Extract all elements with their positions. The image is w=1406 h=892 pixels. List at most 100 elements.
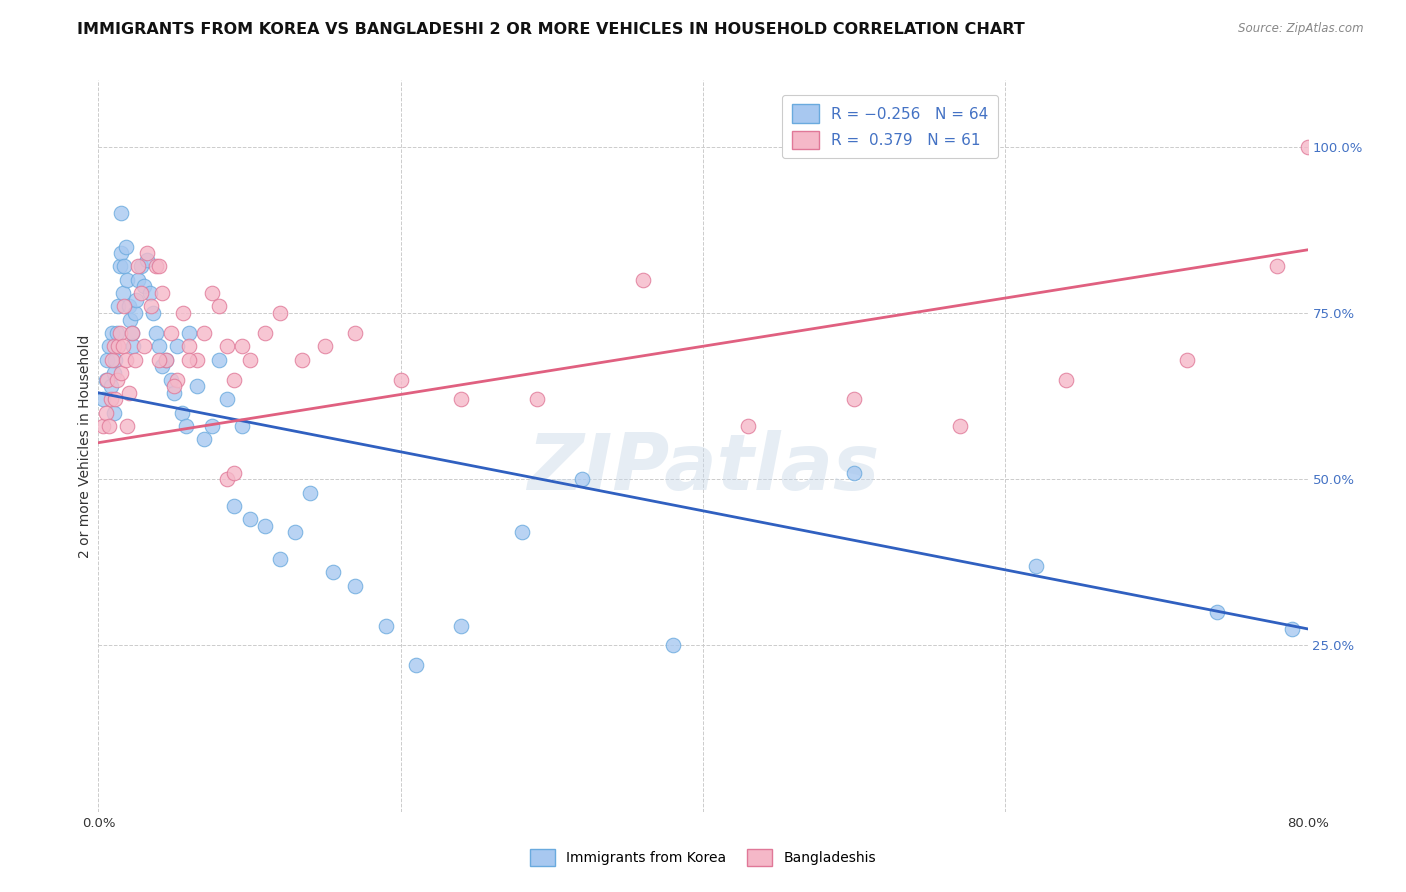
- Point: [174, 419, 197, 434]
- Point: [100, 379, 122, 393]
- Point: [179, 352, 201, 367]
- Point: [510, 525, 533, 540]
- Point: [112, 299, 135, 313]
- Point: [101, 326, 124, 340]
- Point: [118, 385, 141, 400]
- Point: [571, 472, 593, 486]
- Point: [179, 326, 201, 340]
- Point: [450, 392, 472, 407]
- Point: [215, 472, 238, 486]
- Point: [844, 466, 866, 480]
- Point: [121, 326, 143, 340]
- Point: [166, 339, 188, 353]
- Point: [224, 372, 246, 386]
- Point: [239, 352, 262, 367]
- Point: [160, 326, 183, 340]
- Point: [389, 372, 412, 386]
- Point: [844, 392, 866, 407]
- Text: Source: ZipAtlas.com: Source: ZipAtlas.com: [1239, 22, 1364, 36]
- Point: [224, 466, 246, 480]
- Point: [150, 359, 173, 374]
- Point: [120, 312, 142, 326]
- Point: [1175, 352, 1198, 367]
- Point: [291, 352, 314, 367]
- Point: [118, 299, 141, 313]
- Point: [208, 352, 231, 367]
- Point: [135, 252, 157, 267]
- Point: [142, 306, 165, 320]
- Point: [91, 392, 114, 407]
- Point: [98, 419, 121, 434]
- Point: [121, 326, 143, 340]
- Point: [145, 326, 167, 340]
- Point: [450, 618, 472, 632]
- Point: [269, 306, 291, 320]
- Point: [111, 339, 134, 353]
- Point: [661, 639, 683, 653]
- Point: [253, 518, 276, 533]
- Point: [1054, 372, 1077, 386]
- Point: [139, 286, 162, 301]
- Point: [108, 326, 131, 340]
- Point: [344, 579, 367, 593]
- Point: [107, 339, 129, 353]
- Point: [148, 352, 170, 367]
- Point: [108, 260, 131, 274]
- Point: [1206, 605, 1229, 619]
- Point: [231, 419, 253, 434]
- Point: [201, 286, 224, 301]
- Point: [314, 339, 336, 353]
- Point: [110, 246, 132, 260]
- Point: [132, 279, 155, 293]
- Point: [737, 419, 759, 434]
- Point: [405, 658, 427, 673]
- Point: [186, 379, 208, 393]
- Point: [201, 419, 224, 434]
- Point: [1281, 622, 1303, 636]
- Point: [132, 339, 155, 353]
- Point: [631, 273, 654, 287]
- Point: [224, 499, 246, 513]
- Point: [101, 352, 124, 367]
- Point: [299, 485, 322, 500]
- Point: [105, 326, 128, 340]
- Point: [344, 326, 367, 340]
- Point: [96, 352, 118, 367]
- Y-axis label: 2 or more Vehicles in Household: 2 or more Vehicles in Household: [79, 334, 93, 558]
- Point: [91, 419, 114, 434]
- Point: [163, 379, 186, 393]
- Point: [107, 299, 129, 313]
- Point: [526, 392, 548, 407]
- Point: [284, 525, 307, 540]
- Point: [170, 406, 193, 420]
- Point: [103, 406, 125, 420]
- Point: [127, 260, 149, 274]
- Legend: Immigrants from Korea, Bangladeshis: Immigrants from Korea, Bangladeshis: [524, 844, 882, 871]
- Point: [124, 306, 146, 320]
- Point: [112, 260, 135, 274]
- Point: [239, 512, 262, 526]
- Point: [231, 339, 253, 353]
- Point: [114, 352, 136, 367]
- Point: [1267, 260, 1289, 274]
- Point: [141, 299, 163, 313]
- Point: [104, 392, 127, 407]
- Point: [103, 339, 125, 353]
- Point: [129, 260, 152, 274]
- Point: [135, 246, 157, 260]
- Point: [125, 293, 148, 307]
- Point: [104, 352, 127, 367]
- Point: [160, 372, 183, 386]
- Point: [145, 260, 167, 274]
- Point: [208, 299, 231, 313]
- Point: [115, 273, 138, 287]
- Point: [374, 618, 396, 632]
- Point: [155, 352, 177, 367]
- Point: [98, 339, 121, 353]
- Text: ZIPatlas: ZIPatlas: [527, 430, 879, 506]
- Point: [193, 326, 215, 340]
- Point: [163, 385, 186, 400]
- Point: [1024, 558, 1046, 573]
- Point: [127, 273, 149, 287]
- Point: [124, 352, 146, 367]
